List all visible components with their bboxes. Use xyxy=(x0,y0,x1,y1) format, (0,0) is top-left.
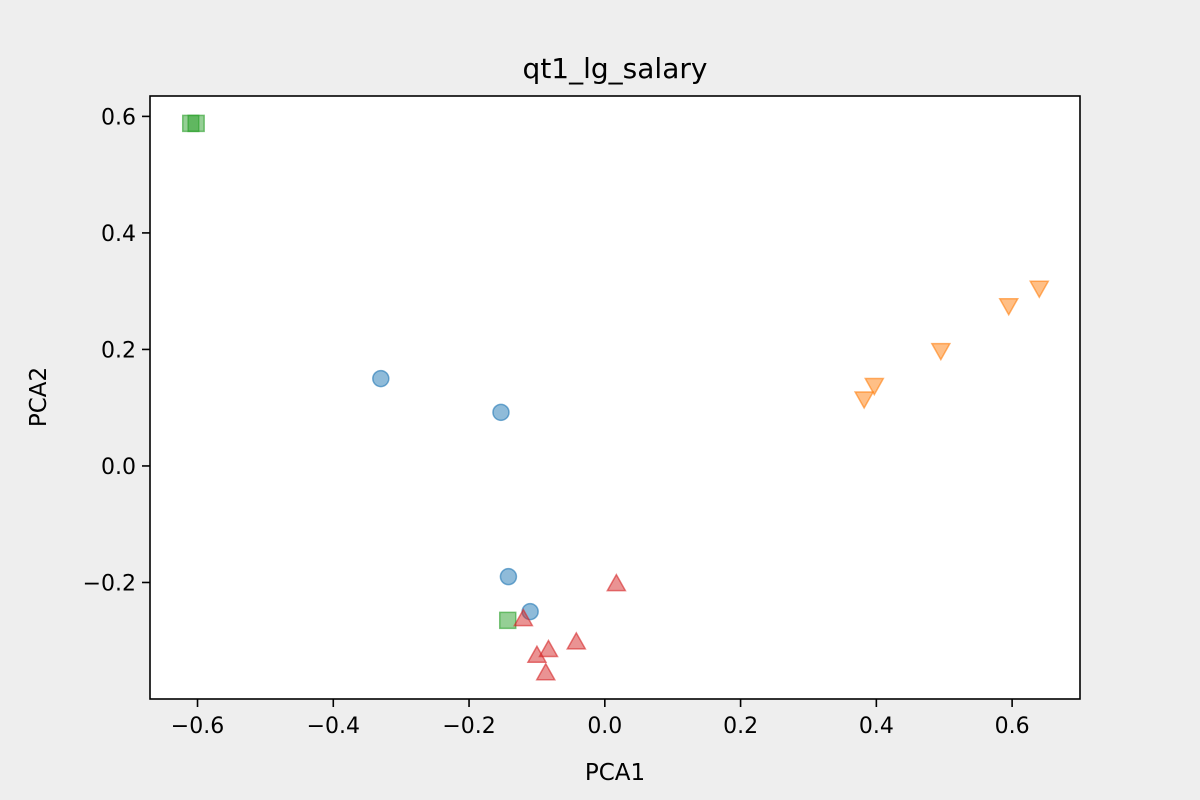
chart-title: qt1_lg_salary xyxy=(523,52,708,85)
plot-area xyxy=(150,96,1080,699)
y-tick-label: 0.4 xyxy=(101,222,136,247)
x-axis-label: PCA1 xyxy=(585,760,645,786)
data-point-circle xyxy=(372,369,390,388)
data-point-triangle-down xyxy=(930,342,952,362)
data-point-circle xyxy=(492,403,510,422)
x-axis-ticks: −0.6 −0.4 −0.2 0.0 0.2 0.4 0.6 xyxy=(171,699,1030,739)
data-point-triangle-down xyxy=(853,391,875,410)
data-point-triangle-down xyxy=(998,297,1020,317)
data-point-triangle-up xyxy=(513,608,534,627)
data-point-triangle-up xyxy=(606,573,627,592)
data-points xyxy=(181,114,1050,681)
x-tick-label: 0.2 xyxy=(723,714,758,739)
data-point-square xyxy=(187,114,205,133)
x-tick-label: −0.6 xyxy=(171,714,224,739)
y-axis-label: PCA2 xyxy=(26,367,52,427)
plot-frame xyxy=(149,95,1081,700)
data-point-triangle-up xyxy=(535,662,557,681)
y-axis-ticks: −0.2 0.0 0.2 0.4 0.6 xyxy=(83,105,150,596)
x-tick-label: −0.4 xyxy=(307,714,360,739)
data-point-triangle-down xyxy=(864,377,885,397)
data-point-circle xyxy=(499,567,518,586)
x-tick-label: 0.0 xyxy=(587,714,622,739)
y-tick-label: −0.2 xyxy=(83,571,136,596)
x-tick-label: 0.6 xyxy=(995,714,1030,739)
y-tick-label: 0.6 xyxy=(101,105,136,130)
y-tick-label: 0.2 xyxy=(101,338,136,363)
data-point-square xyxy=(498,611,517,630)
data-point-triangle-up xyxy=(566,631,587,650)
y-tick-label: 0.0 xyxy=(101,455,136,480)
x-tick-label: −0.2 xyxy=(442,714,495,739)
data-point-triangle-up xyxy=(538,638,559,658)
data-point-triangle-down xyxy=(1028,280,1050,299)
x-tick-label: 0.4 xyxy=(859,714,894,739)
data-point-triangle-up xyxy=(526,644,548,664)
